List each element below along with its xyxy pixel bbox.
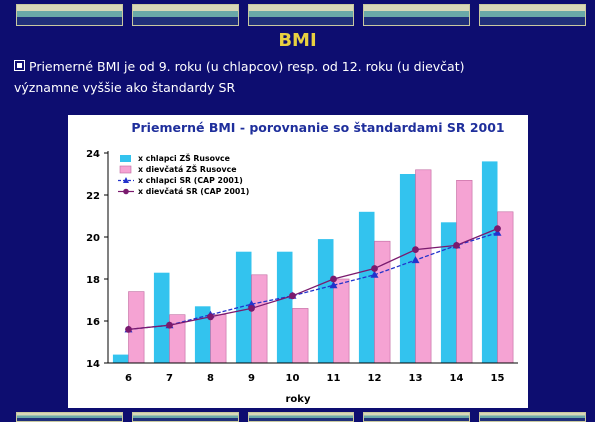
bullet-text: Priemerné BMI je od 9. roku (u chlapcov)…	[14, 56, 584, 98]
bar-girls	[210, 314, 227, 364]
x-tick-label: 12	[368, 373, 382, 384]
deco-block	[479, 412, 586, 422]
bar-boys	[317, 239, 334, 363]
y-tick-label: 24	[86, 149, 100, 160]
x-tick-label: 9	[248, 373, 255, 384]
deco-block	[16, 412, 123, 422]
point-girls-sr	[248, 305, 255, 312]
point-boys-sr	[411, 256, 420, 264]
top-decoration-bar	[16, 4, 586, 26]
deco-block	[131, 4, 239, 26]
x-tick-label: 11	[327, 373, 341, 384]
deco-block	[479, 4, 586, 26]
x-tick-label: 13	[409, 373, 423, 384]
point-girls-sr	[330, 275, 337, 283]
point-boys-sr	[493, 228, 502, 236]
chart-container: Priemerné BMI - porovnanie so štandardam…	[68, 115, 528, 408]
bar-girls	[251, 274, 268, 364]
bar-boys	[358, 211, 375, 363]
x-tick-label: 15	[491, 373, 505, 384]
bar-girls	[292, 308, 309, 364]
point-boys-sr	[370, 270, 379, 278]
deco-block	[363, 4, 471, 26]
point-boys-sr	[247, 300, 256, 308]
legend-marker-girls-sr	[123, 188, 129, 195]
bottom-decoration-bar	[16, 412, 586, 422]
x-tick-label: 7	[166, 373, 173, 384]
deco-block	[363, 412, 471, 422]
x-tick-label: 8	[207, 373, 214, 384]
slide-title: BMI	[278, 30, 317, 51]
bar-boys	[194, 306, 211, 363]
legend-label: x chlapci ZŠ Rusovce	[138, 154, 230, 163]
bar-boys	[276, 251, 293, 363]
bar-girls	[456, 180, 473, 364]
deco-block	[16, 4, 123, 26]
point-girls-sr	[453, 242, 460, 249]
chart-title: Priemerné BMI - porovnanie so štandardam…	[131, 120, 504, 135]
y-tick-label: 16	[86, 317, 100, 328]
bar-boys	[399, 174, 416, 363]
y-tick-label: 18	[86, 275, 100, 286]
bar-boys	[153, 272, 170, 363]
point-girls-sr	[412, 246, 419, 254]
x-axis-label: roky	[286, 394, 311, 405]
point-boys-sr	[329, 281, 338, 289]
legend-label: x dievčatá SR (CAP 2001)	[138, 187, 249, 196]
bar-girls	[333, 278, 350, 364]
legend-label: x dievčatá ZŠ Rusovce	[138, 165, 236, 174]
point-girls-sr	[207, 313, 214, 321]
bullet-line-2: významne vyššie ako štandardy SR	[14, 80, 236, 95]
y-tick-label: 22	[86, 191, 100, 202]
bar-boys	[112, 354, 129, 363]
bar-girls	[374, 240, 391, 364]
checkbox-bullet-icon	[14, 60, 25, 71]
bar-boys	[481, 161, 498, 363]
series-line-boys-sr	[128, 232, 498, 331]
deco-block	[131, 412, 239, 422]
point-girls-sr	[125, 326, 132, 333]
bar-girls	[415, 169, 432, 364]
deco-block	[247, 4, 355, 26]
point-girls-sr	[494, 225, 501, 232]
point-girls-sr	[371, 265, 378, 272]
bar-boys	[440, 222, 457, 363]
legend-label: x chlapci SR (CAP 2001)	[138, 176, 243, 185]
legend-swatch-girls	[119, 165, 132, 174]
x-tick-label: 10	[286, 373, 300, 384]
point-girls-sr	[166, 321, 173, 329]
bullet-line-1: Priemerné BMI je od 9. roku (u chlapcov)…	[29, 59, 465, 74]
bar-boys	[235, 251, 252, 363]
point-girls-sr	[289, 292, 296, 300]
x-tick-label: 6	[125, 373, 132, 384]
legend-marker-boys-sr	[123, 177, 129, 183]
series-line-girls-sr	[128, 227, 498, 331]
deco-block	[247, 412, 355, 422]
bmi-chart: Priemerné BMI - porovnanie so štandardam…	[86, 120, 518, 405]
y-tick-label: 14	[86, 359, 100, 370]
y-tick-label: 20	[86, 233, 100, 244]
x-tick-label: 14	[450, 373, 464, 384]
legend-swatch-boys	[120, 155, 131, 162]
